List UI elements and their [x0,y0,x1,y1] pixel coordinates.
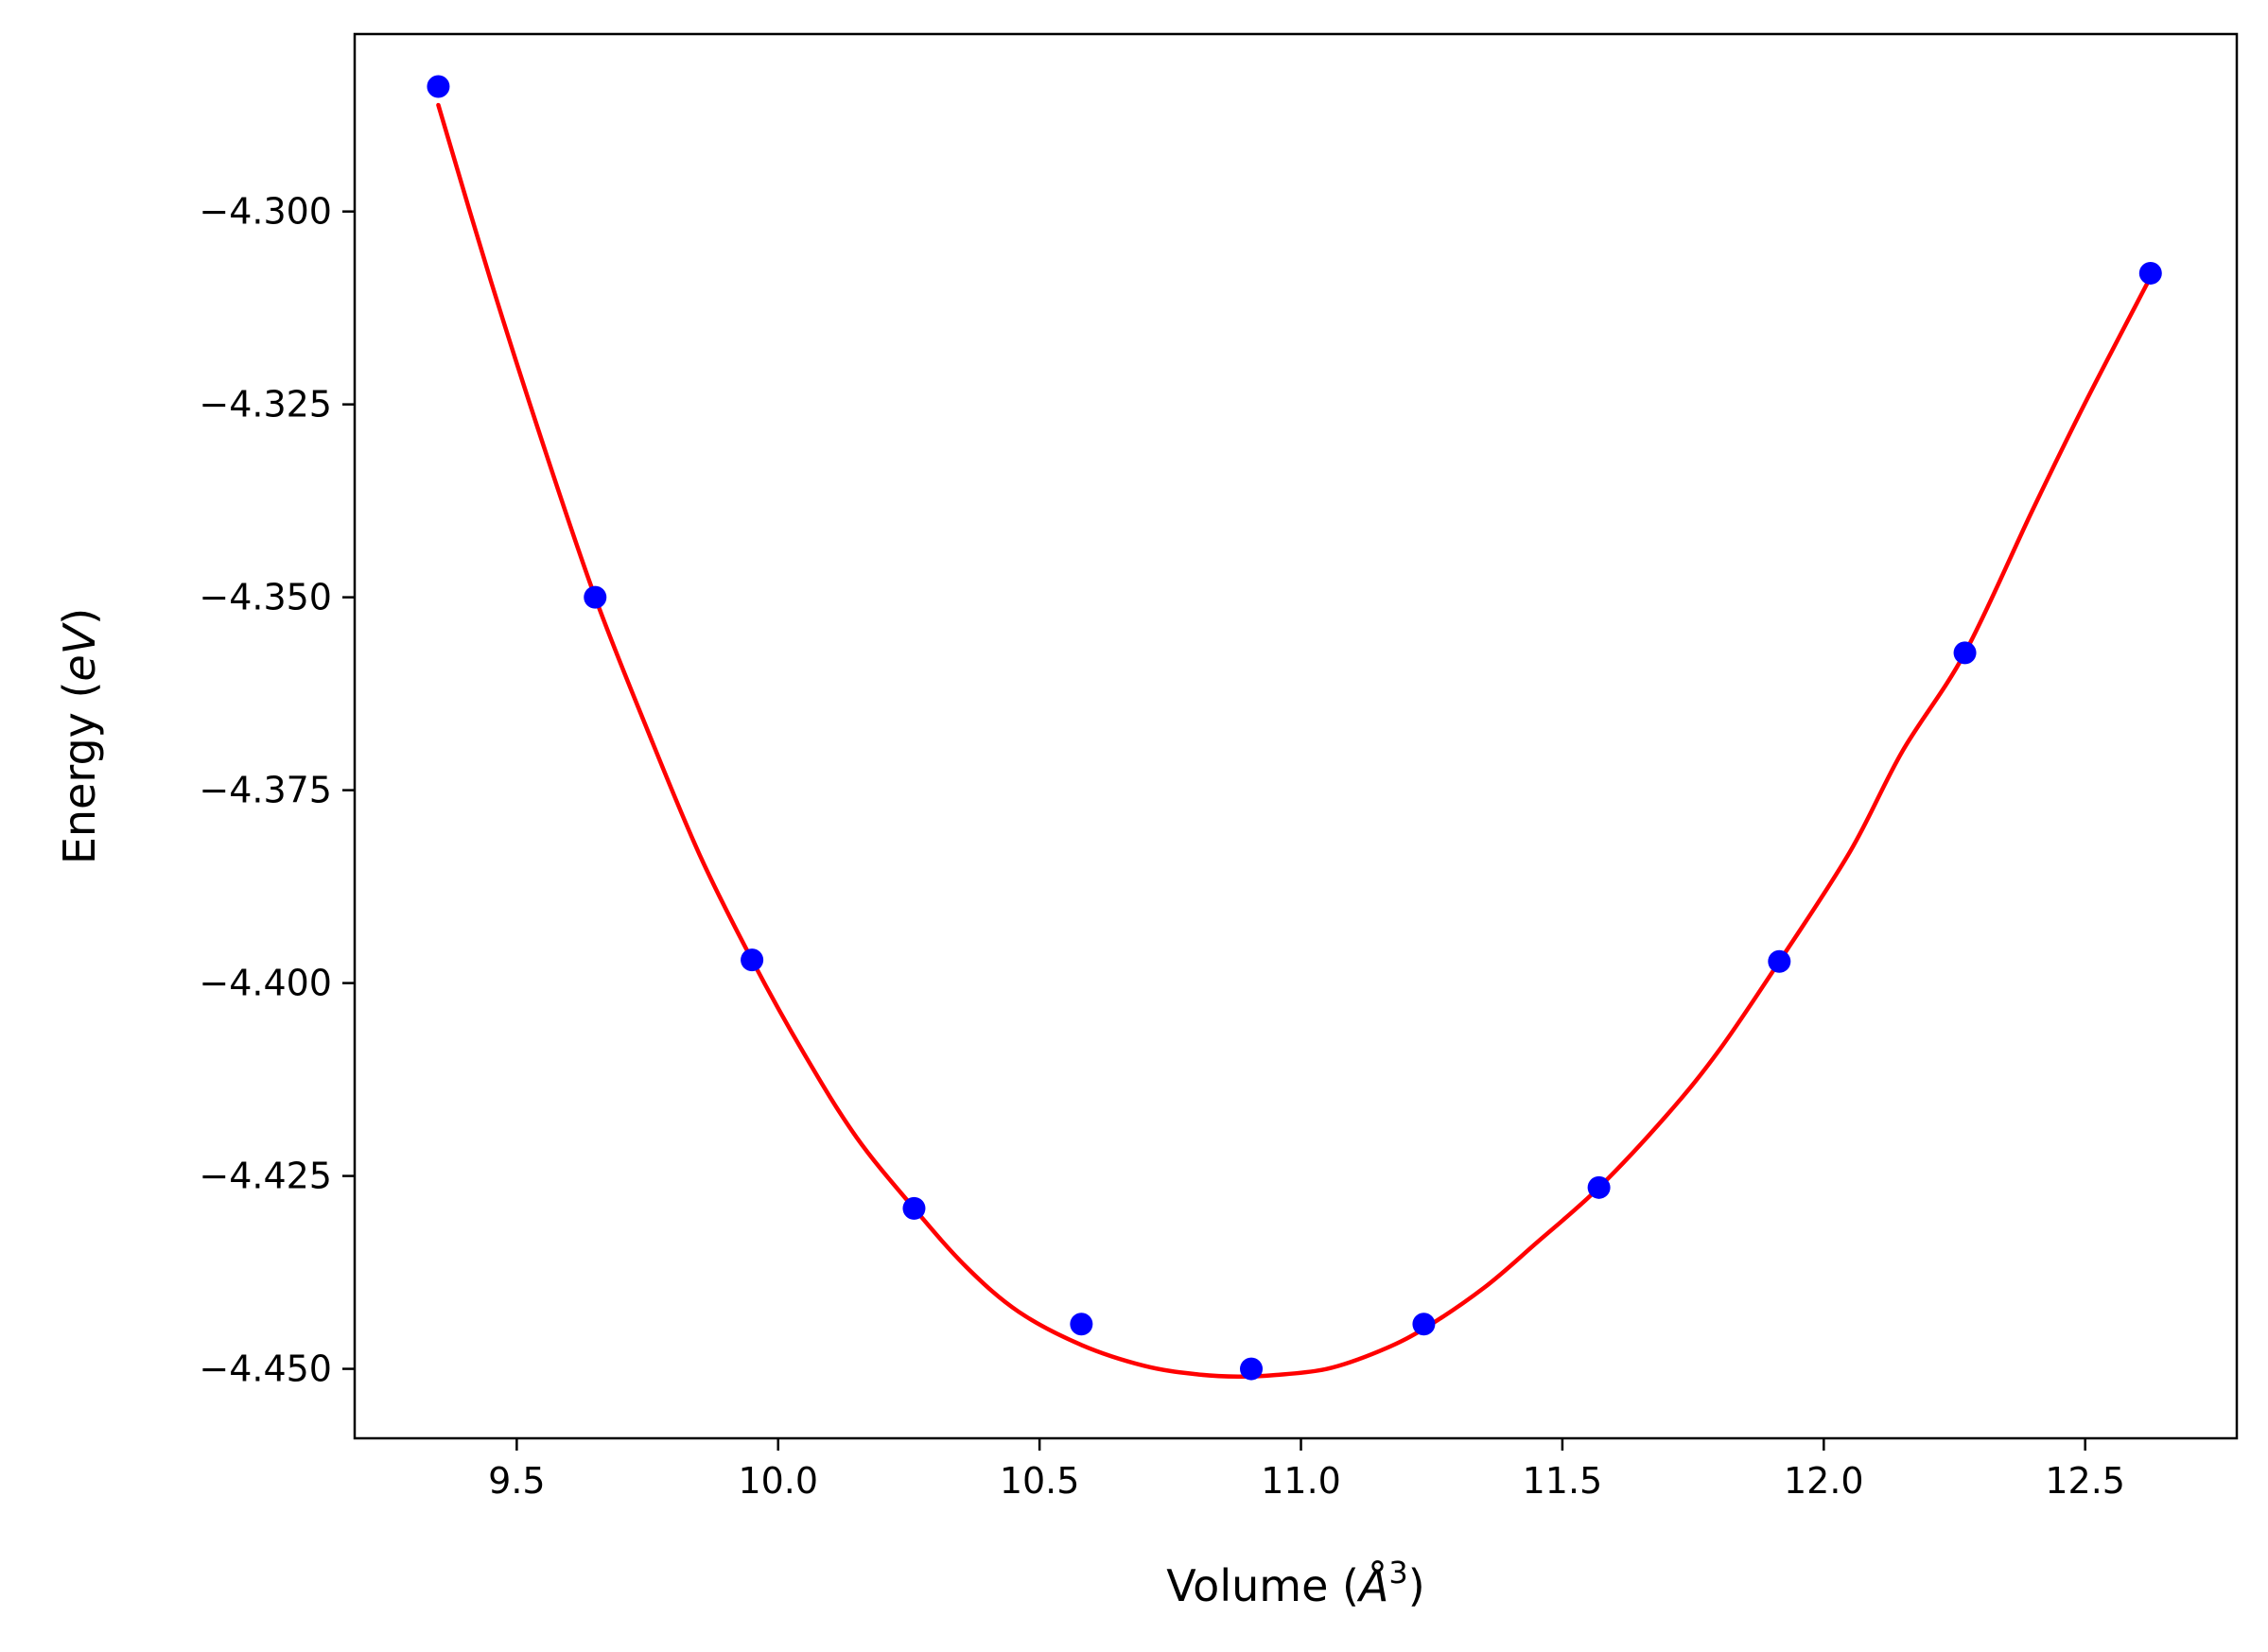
data-points-layer [427,75,2162,1381]
data-point [1953,641,1977,665]
x-axis-title: Volume (Å3) [1166,1555,1424,1611]
y-axis-ticks: −4.300 −4.325 −4.350 −4.375 −4.400 −4.425 −4.4… [199,191,355,1390]
y-tick-label: −4.400 [199,963,332,1004]
data-point [1587,1175,1611,1199]
x-tick-label: 11.5 [1523,1460,1603,1502]
y-tick-label: −4.350 [199,577,332,618]
data-point [1070,1313,1093,1336]
y-tick-label: −4.375 [199,770,332,811]
y-tick-label: −4.425 [199,1156,332,1197]
y-tick-label: −4.450 [199,1348,332,1390]
y-tick-label: −4.325 [199,384,332,426]
y-axis-title: Energy (eV) [54,608,105,864]
data-point [741,948,764,972]
data-point [902,1196,926,1220]
x-axis-ticks: 9.5 10.0 10.5 11.0 11.5 12.0 12.5 [488,1438,2125,1502]
x-tick-label: 10.5 [1000,1460,1080,1502]
plot-frame [353,32,2239,1440]
x-tick-label: 9.5 [488,1460,545,1502]
data-point [1240,1357,1264,1381]
data-point [427,75,450,98]
data-point [584,585,607,609]
data-point [2138,261,2162,285]
x-tick-label: 11.0 [1261,1460,1341,1502]
data-point [1768,949,1791,973]
x-tick-label: 10.0 [738,1460,818,1502]
y-tick-label: −4.300 [199,191,332,233]
fit-curve-layer [436,102,2154,1380]
x-tick-label: 12.0 [1784,1460,1864,1502]
plot-area [355,34,2237,1438]
data-point [1412,1313,1436,1336]
x-tick-label: 12.5 [2045,1460,2125,1502]
fit-curve [436,102,2154,1380]
